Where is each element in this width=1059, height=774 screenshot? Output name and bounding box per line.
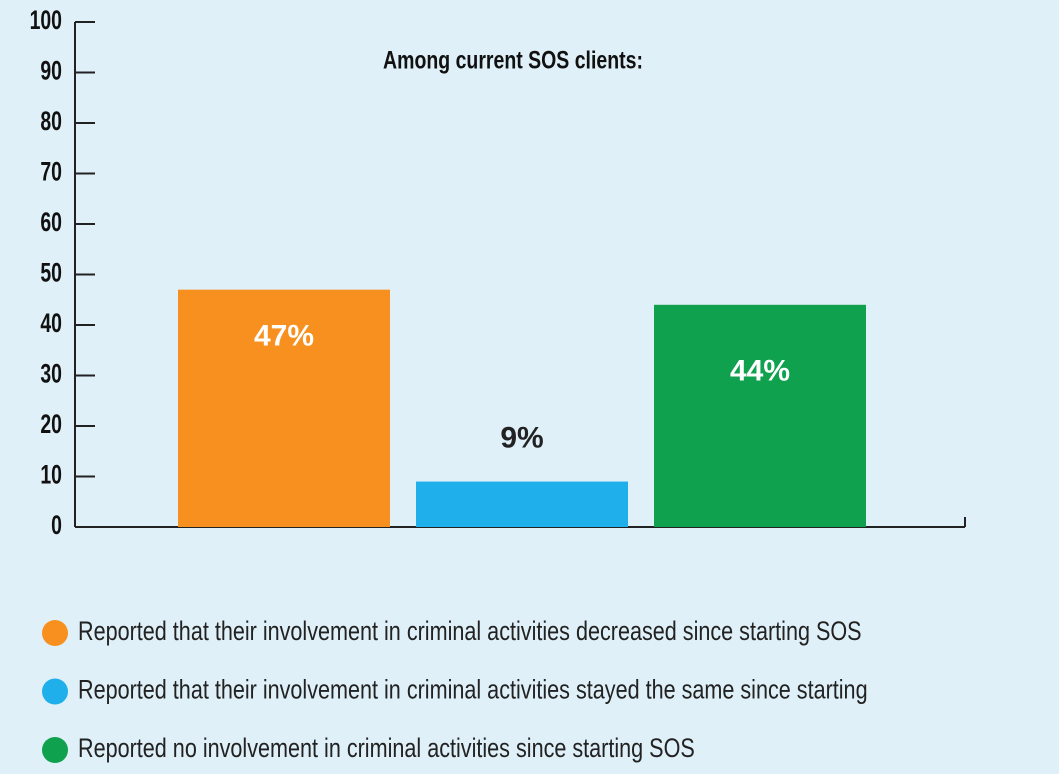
legend-swatch — [42, 737, 68, 763]
y-tick-label: 20 — [40, 409, 62, 439]
y-tick-label: 10 — [40, 460, 62, 490]
legend-label: Reported that their involvement in crimi… — [78, 617, 862, 647]
chart-title: Among current SOS clients: — [383, 46, 643, 74]
y-tick-label: 90 — [40, 56, 62, 86]
y-tick-label: 70 — [40, 157, 62, 187]
legend-label: Reported that their involvement in crimi… — [78, 675, 868, 705]
y-tick-label: 60 — [40, 207, 62, 237]
y-tick-label: 100 — [30, 5, 62, 35]
value-label: 9% — [500, 421, 543, 454]
y-tick-label: 40 — [40, 308, 62, 338]
bar — [416, 481, 628, 527]
value-label: 44% — [730, 355, 790, 388]
legend-swatch — [42, 678, 68, 705]
bar — [654, 304, 866, 527]
value-label: 47% — [254, 320, 314, 353]
y-tick-label: 30 — [40, 359, 62, 389]
legend-swatch — [42, 620, 68, 646]
y-tick-label: 80 — [40, 106, 62, 136]
legend-label: Reported no involvement in criminal acti… — [78, 734, 695, 764]
bar — [178, 289, 390, 527]
y-tick-label: 50 — [40, 258, 62, 288]
y-tick-label: 0 — [51, 510, 62, 540]
